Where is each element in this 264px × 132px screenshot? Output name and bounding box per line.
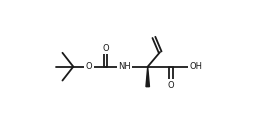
Text: O: O [86,62,92,71]
Text: O: O [102,44,109,53]
Text: NH: NH [118,62,131,71]
Text: OH: OH [189,62,202,71]
Polygon shape [146,67,149,87]
Text: O: O [168,81,174,90]
